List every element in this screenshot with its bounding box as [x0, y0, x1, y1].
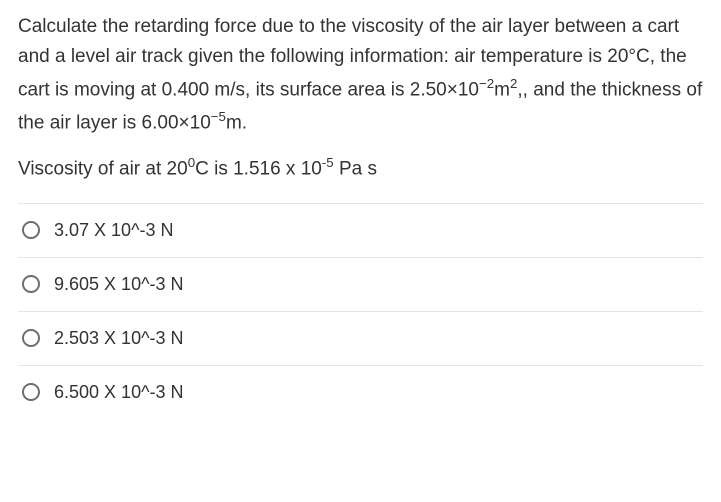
option-row[interactable]: 9.605 X 10^-3 N [18, 257, 703, 311]
option-label: 3.07 X 10^-3 N [54, 220, 174, 241]
option-label: 2.503 X 10^-3 N [54, 328, 184, 349]
radio-icon [22, 329, 40, 347]
option-row[interactable]: 2.503 X 10^-3 N [18, 311, 703, 365]
question-paragraph-2: Viscosity of air at 200C is 1.516 x 10-5… [18, 152, 703, 185]
question-stem: Calculate the retarding force due to the… [18, 12, 703, 185]
option-row[interactable]: 3.07 X 10^-3 N [18, 203, 703, 257]
option-label: 9.605 X 10^-3 N [54, 274, 184, 295]
radio-icon [22, 275, 40, 293]
options-list: 3.07 X 10^-3 N 9.605 X 10^-3 N 2.503 X 1… [18, 203, 703, 419]
radio-icon [22, 221, 40, 239]
option-row[interactable]: 6.500 X 10^-3 N [18, 365, 703, 419]
option-label: 6.500 X 10^-3 N [54, 382, 184, 403]
question-paragraph-1: Calculate the retarding force due to the… [18, 12, 703, 138]
radio-icon [22, 383, 40, 401]
